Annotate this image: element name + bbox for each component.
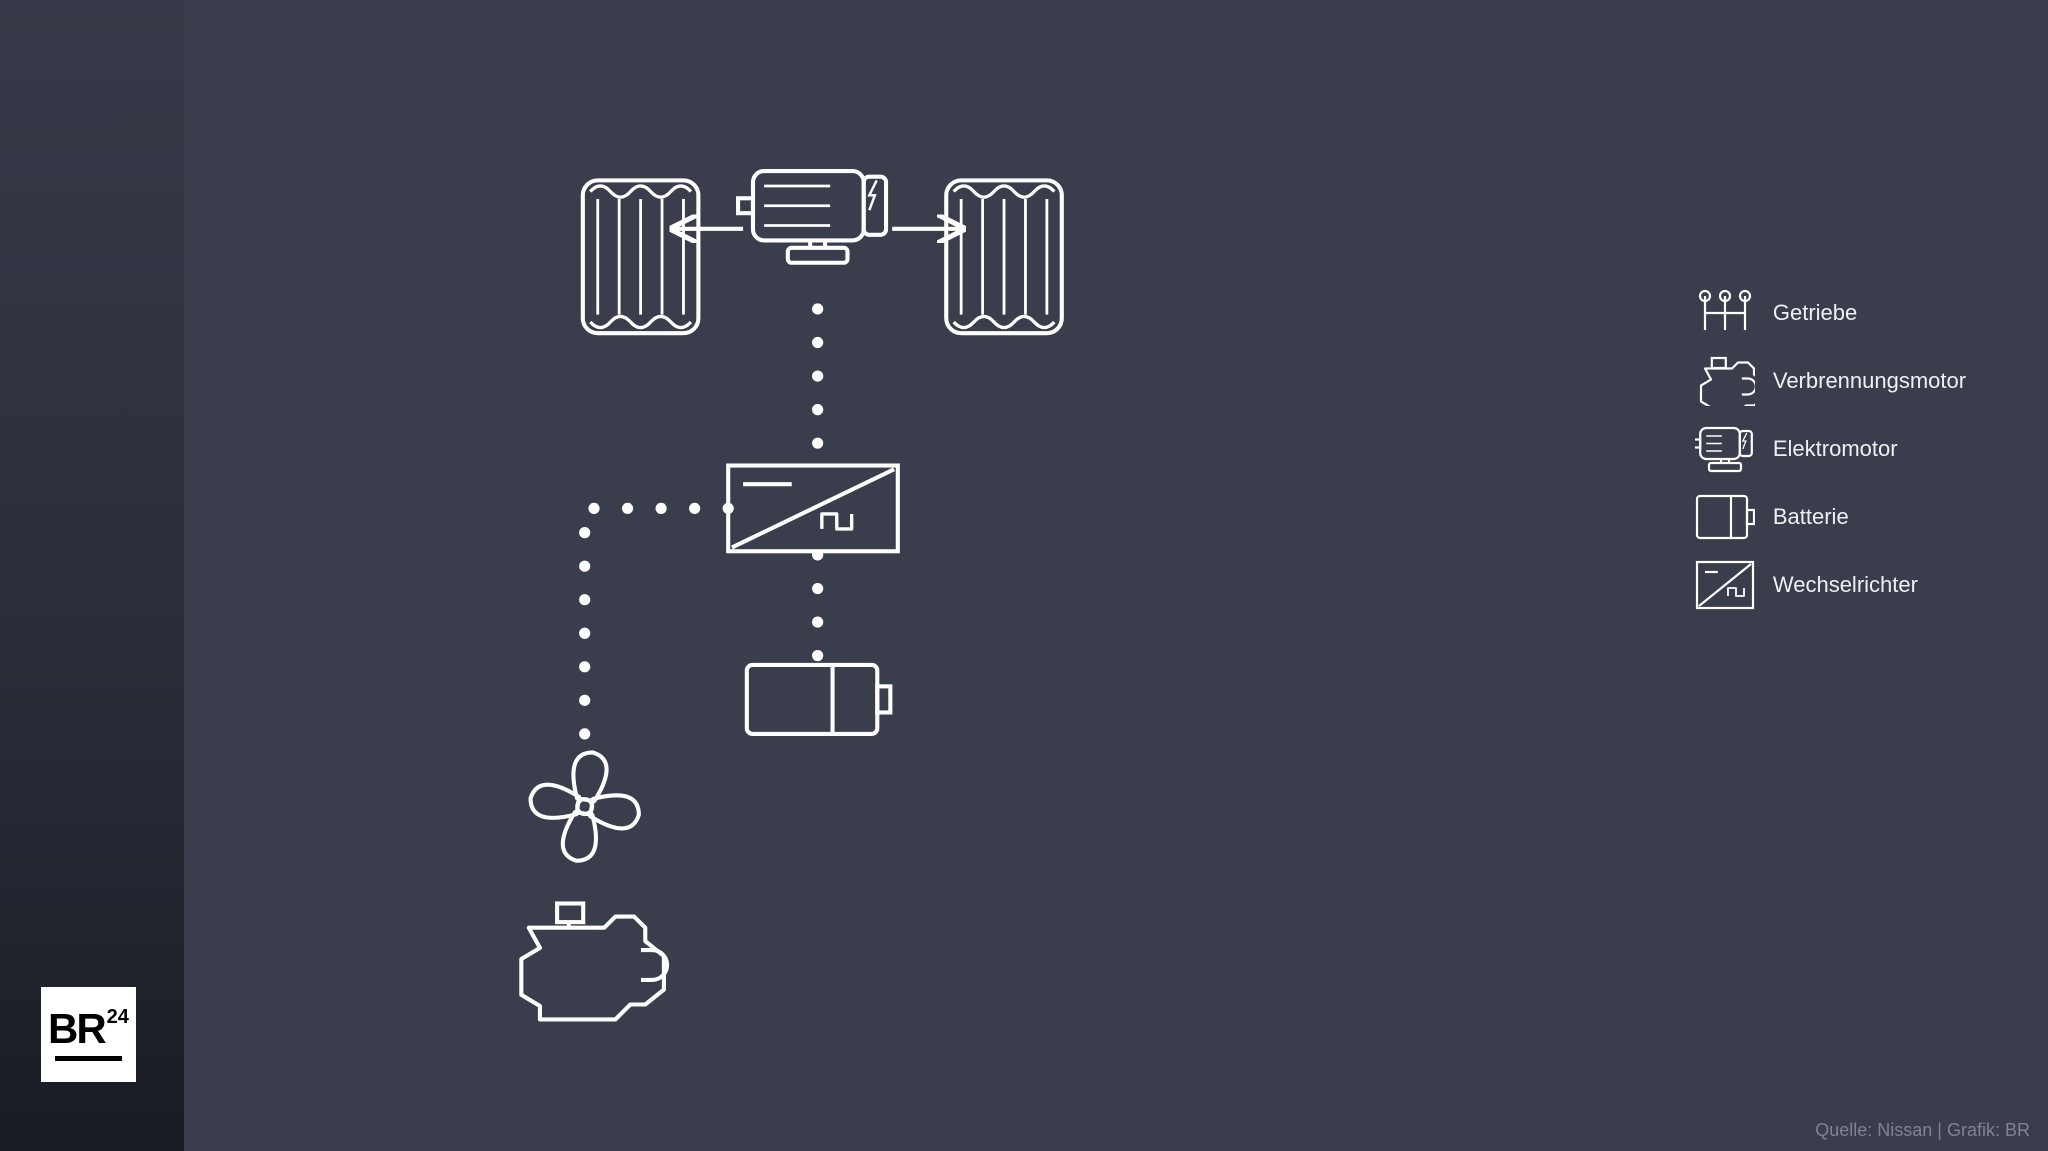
- getriebe-icon: [1695, 288, 1755, 338]
- legend-label: Verbrennungsmotor: [1773, 368, 1966, 394]
- credit-text: Quelle: Nissan | Grafik: BR: [1815, 1120, 2030, 1141]
- legend-label: Getriebe: [1773, 300, 1857, 326]
- left-strip: [0, 0, 184, 1151]
- legend-item-batterie: Batterie: [1695, 492, 1966, 542]
- legend-label: Elektromotor: [1773, 436, 1898, 462]
- legend: Getriebe Verbrennungsmotor Elektromotor Bat…: [1695, 288, 1966, 628]
- logo-sup-text: 24: [107, 1006, 129, 1029]
- legend-label: Batterie: [1773, 504, 1849, 530]
- wechselrichter-icon: [1695, 560, 1755, 610]
- elektromotor-icon: [1695, 424, 1755, 474]
- verbrennung-icon: [1695, 356, 1755, 406]
- node-fan: [531, 752, 639, 860]
- stage: Getriebe Verbrennungsmotor Elektromotor Bat…: [0, 0, 2048, 1151]
- node-elektromotor: [738, 171, 886, 263]
- node-batterie: [747, 665, 891, 734]
- legend-label: Wechselrichter: [1773, 572, 1918, 598]
- logo-main-text: BR: [48, 1008, 105, 1050]
- node-wechselrichter: [729, 466, 899, 552]
- legend-item-wechselrichter: Wechselrichter: [1695, 560, 1966, 610]
- node-wheel_left: [583, 180, 699, 333]
- logo-br24: BR 24: [41, 987, 136, 1082]
- node-verbrennung: [522, 903, 668, 1019]
- node-wheel_right: [947, 180, 1063, 333]
- legend-item-getriebe: Getriebe: [1695, 288, 1966, 338]
- logo-underline: [55, 1056, 122, 1061]
- legend-item-verbrennung: Verbrennungsmotor: [1695, 356, 1966, 406]
- legend-item-elektromotor: Elektromotor: [1695, 424, 1966, 474]
- batterie-icon: [1695, 492, 1755, 542]
